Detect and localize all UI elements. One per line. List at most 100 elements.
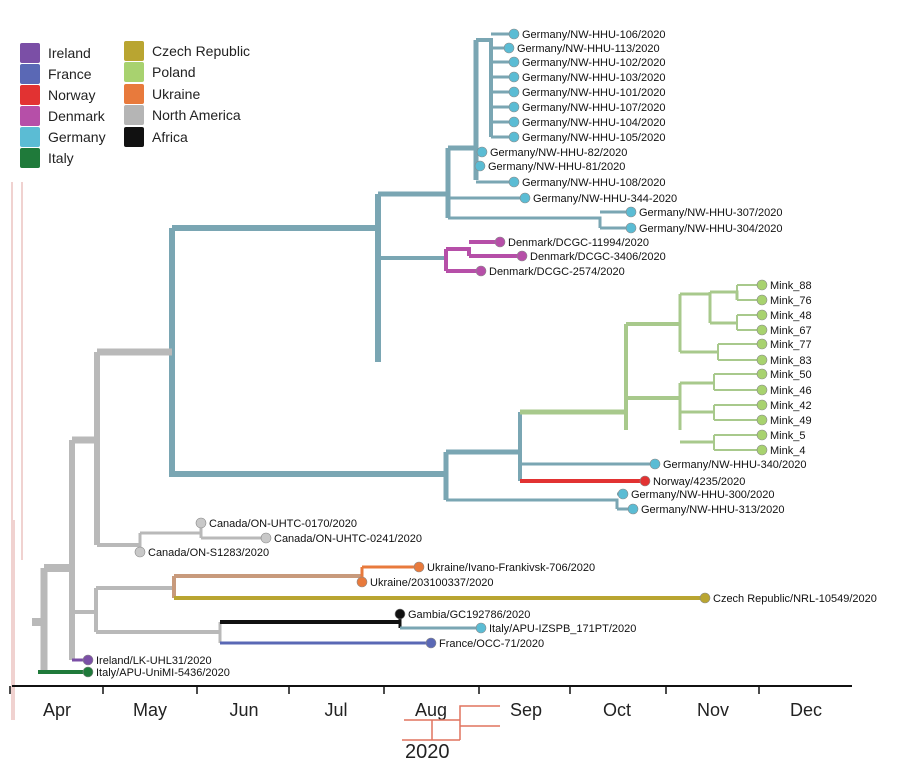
tip-marker [756, 324, 768, 336]
legend-label: Czech Republic [152, 43, 251, 59]
tip-label: Germany/NW-HHU-104/2020 [522, 117, 665, 129]
year-label: 2020 [405, 741, 450, 763]
tip-label: Italy/APU-IZSPB_171PT/2020 [489, 623, 636, 635]
month-label: Sep [510, 700, 542, 720]
tip-marker [503, 42, 515, 54]
tip-marker [476, 146, 488, 158]
legend-swatch [20, 43, 40, 63]
month-label: Oct [603, 700, 631, 720]
month-label: Jun [229, 700, 258, 720]
tip-marker [519, 192, 531, 204]
tip-label: Germany/NW-HHU-344-2020 [533, 193, 677, 205]
branch-poland-a1 [710, 290, 739, 300]
tip-marker [627, 503, 639, 515]
tip-label: Mink_48 [770, 310, 812, 322]
tip-marker [756, 429, 768, 441]
tip-label: Germany/NW-HHU-81/2020 [488, 161, 625, 173]
tip-label: Germany/NW-HHU-113/2020 [517, 43, 660, 55]
root-lines [11, 182, 23, 720]
tip-label: Mink_77 [770, 339, 812, 351]
tip-label: Mink_76 [770, 295, 812, 307]
tip-label: Italy/APU-UniMI-5436/2020 [96, 667, 230, 679]
branch-germany-clade [172, 225, 381, 362]
legend-swatch [124, 127, 144, 147]
tip-label: Denmark/DCGC-11994/2020 [508, 237, 649, 249]
tip-label: Mink_46 [770, 385, 812, 397]
tip-marker [756, 399, 768, 411]
legend-swatch [124, 41, 144, 61]
month-label: Aug [415, 700, 447, 720]
axis-ticks [9, 686, 760, 694]
tip-labels: Germany/NW-HHU-106/2020 Germany/NW-HHU-11… [96, 29, 877, 679]
tip-label: Gambia/GC192786/2020 [408, 609, 530, 621]
month-label: Apr [43, 700, 71, 720]
tip-marker [617, 488, 629, 500]
legend-swatch [20, 127, 40, 147]
tip-marker [756, 414, 768, 426]
tip-marker [134, 546, 146, 558]
legend-item-poland: Poland [124, 62, 196, 82]
legend-label: North America [152, 107, 241, 123]
tip-label: France/OCC-71/2020 [439, 638, 544, 650]
tip-marker [756, 279, 768, 291]
tip-label: Mink_67 [770, 325, 812, 337]
tip-label: Mink_4 [770, 445, 805, 457]
tip-label: Czech Republic/NRL-10549/2020 [713, 593, 877, 605]
month-label: May [133, 700, 167, 720]
legend-item-africa: Africa [124, 127, 188, 147]
legend-swatch [20, 85, 40, 105]
tip-label: Denmark/DCGC-3406/2020 [530, 251, 666, 263]
tip-label: Ireland/LK-UHL31/2020 [96, 655, 212, 667]
month-label: Jul [324, 700, 347, 720]
legend-label: Denmark [48, 108, 105, 124]
tip-marker [508, 176, 520, 188]
tip-marker [756, 338, 768, 350]
legend-swatch [124, 105, 144, 125]
tip-marker [494, 236, 506, 248]
tip-marker [508, 28, 520, 40]
tip-label: Mink_50 [770, 369, 812, 381]
tip-label: Mink_88 [770, 280, 812, 292]
tip-label: Germany/NW-HHU-105/2020 [522, 132, 665, 144]
tip-marker [516, 250, 528, 262]
tip-label: Canada/ON-S1283/2020 [148, 547, 269, 559]
tip-label: Canada/ON-UHTC-0241/2020 [274, 533, 422, 545]
tip-label: Mink_49 [770, 415, 812, 427]
tip-label: Mink_83 [770, 355, 812, 367]
tip-marker [756, 368, 768, 380]
tip-marker [756, 354, 768, 366]
tip-marker [356, 576, 368, 588]
branch-hhu-300-313 [446, 498, 619, 509]
legend-swatch [124, 62, 144, 82]
legend-swatch [20, 148, 40, 168]
legend-item-ukraine: Ukraine [124, 84, 200, 104]
legend-item-germany: Germany [20, 127, 106, 147]
tip-label: Germany/NW-HHU-307/2020 [639, 207, 782, 219]
legend-label: Africa [152, 129, 188, 145]
tip-marker [475, 622, 487, 634]
legend-item-norway: Norway [20, 85, 95, 105]
tip-label: Ukraine/203100337/2020 [370, 577, 494, 589]
legend-item-france: France [20, 64, 92, 84]
tip-marker [508, 56, 520, 68]
month-label: Dec [790, 700, 822, 720]
legend-item-czech-republic: Czech Republic [124, 41, 250, 61]
legend-item-italy: Italy [20, 148, 74, 168]
tip-marker [425, 637, 437, 649]
tip-label: Germany/NW-HHU-106/2020 [522, 29, 665, 41]
time-axis: Apr May Jun Jul Aug Sep Oct Nov Dec 2020 [9, 685, 852, 763]
legend-label: Ireland [48, 45, 91, 61]
year-bracket [402, 705, 500, 741]
tip-label: Germany/NW-HHU-340/2020 [663, 459, 806, 471]
tip-marker [394, 608, 406, 620]
tip-marker [82, 666, 94, 678]
tree-branches [32, 32, 762, 674]
legend-swatch [20, 106, 40, 126]
tip-marker [639, 475, 651, 487]
tip-marker [699, 592, 711, 604]
tip-label: Germany/NW-HHU-313/2020 [641, 504, 784, 516]
legend-label: Ukraine [152, 86, 201, 102]
branch-denmark-sub [446, 247, 471, 256]
tip-label: Germany/NW-HHU-102/2020 [522, 57, 665, 69]
legend-item-denmark: Denmark [20, 106, 105, 126]
